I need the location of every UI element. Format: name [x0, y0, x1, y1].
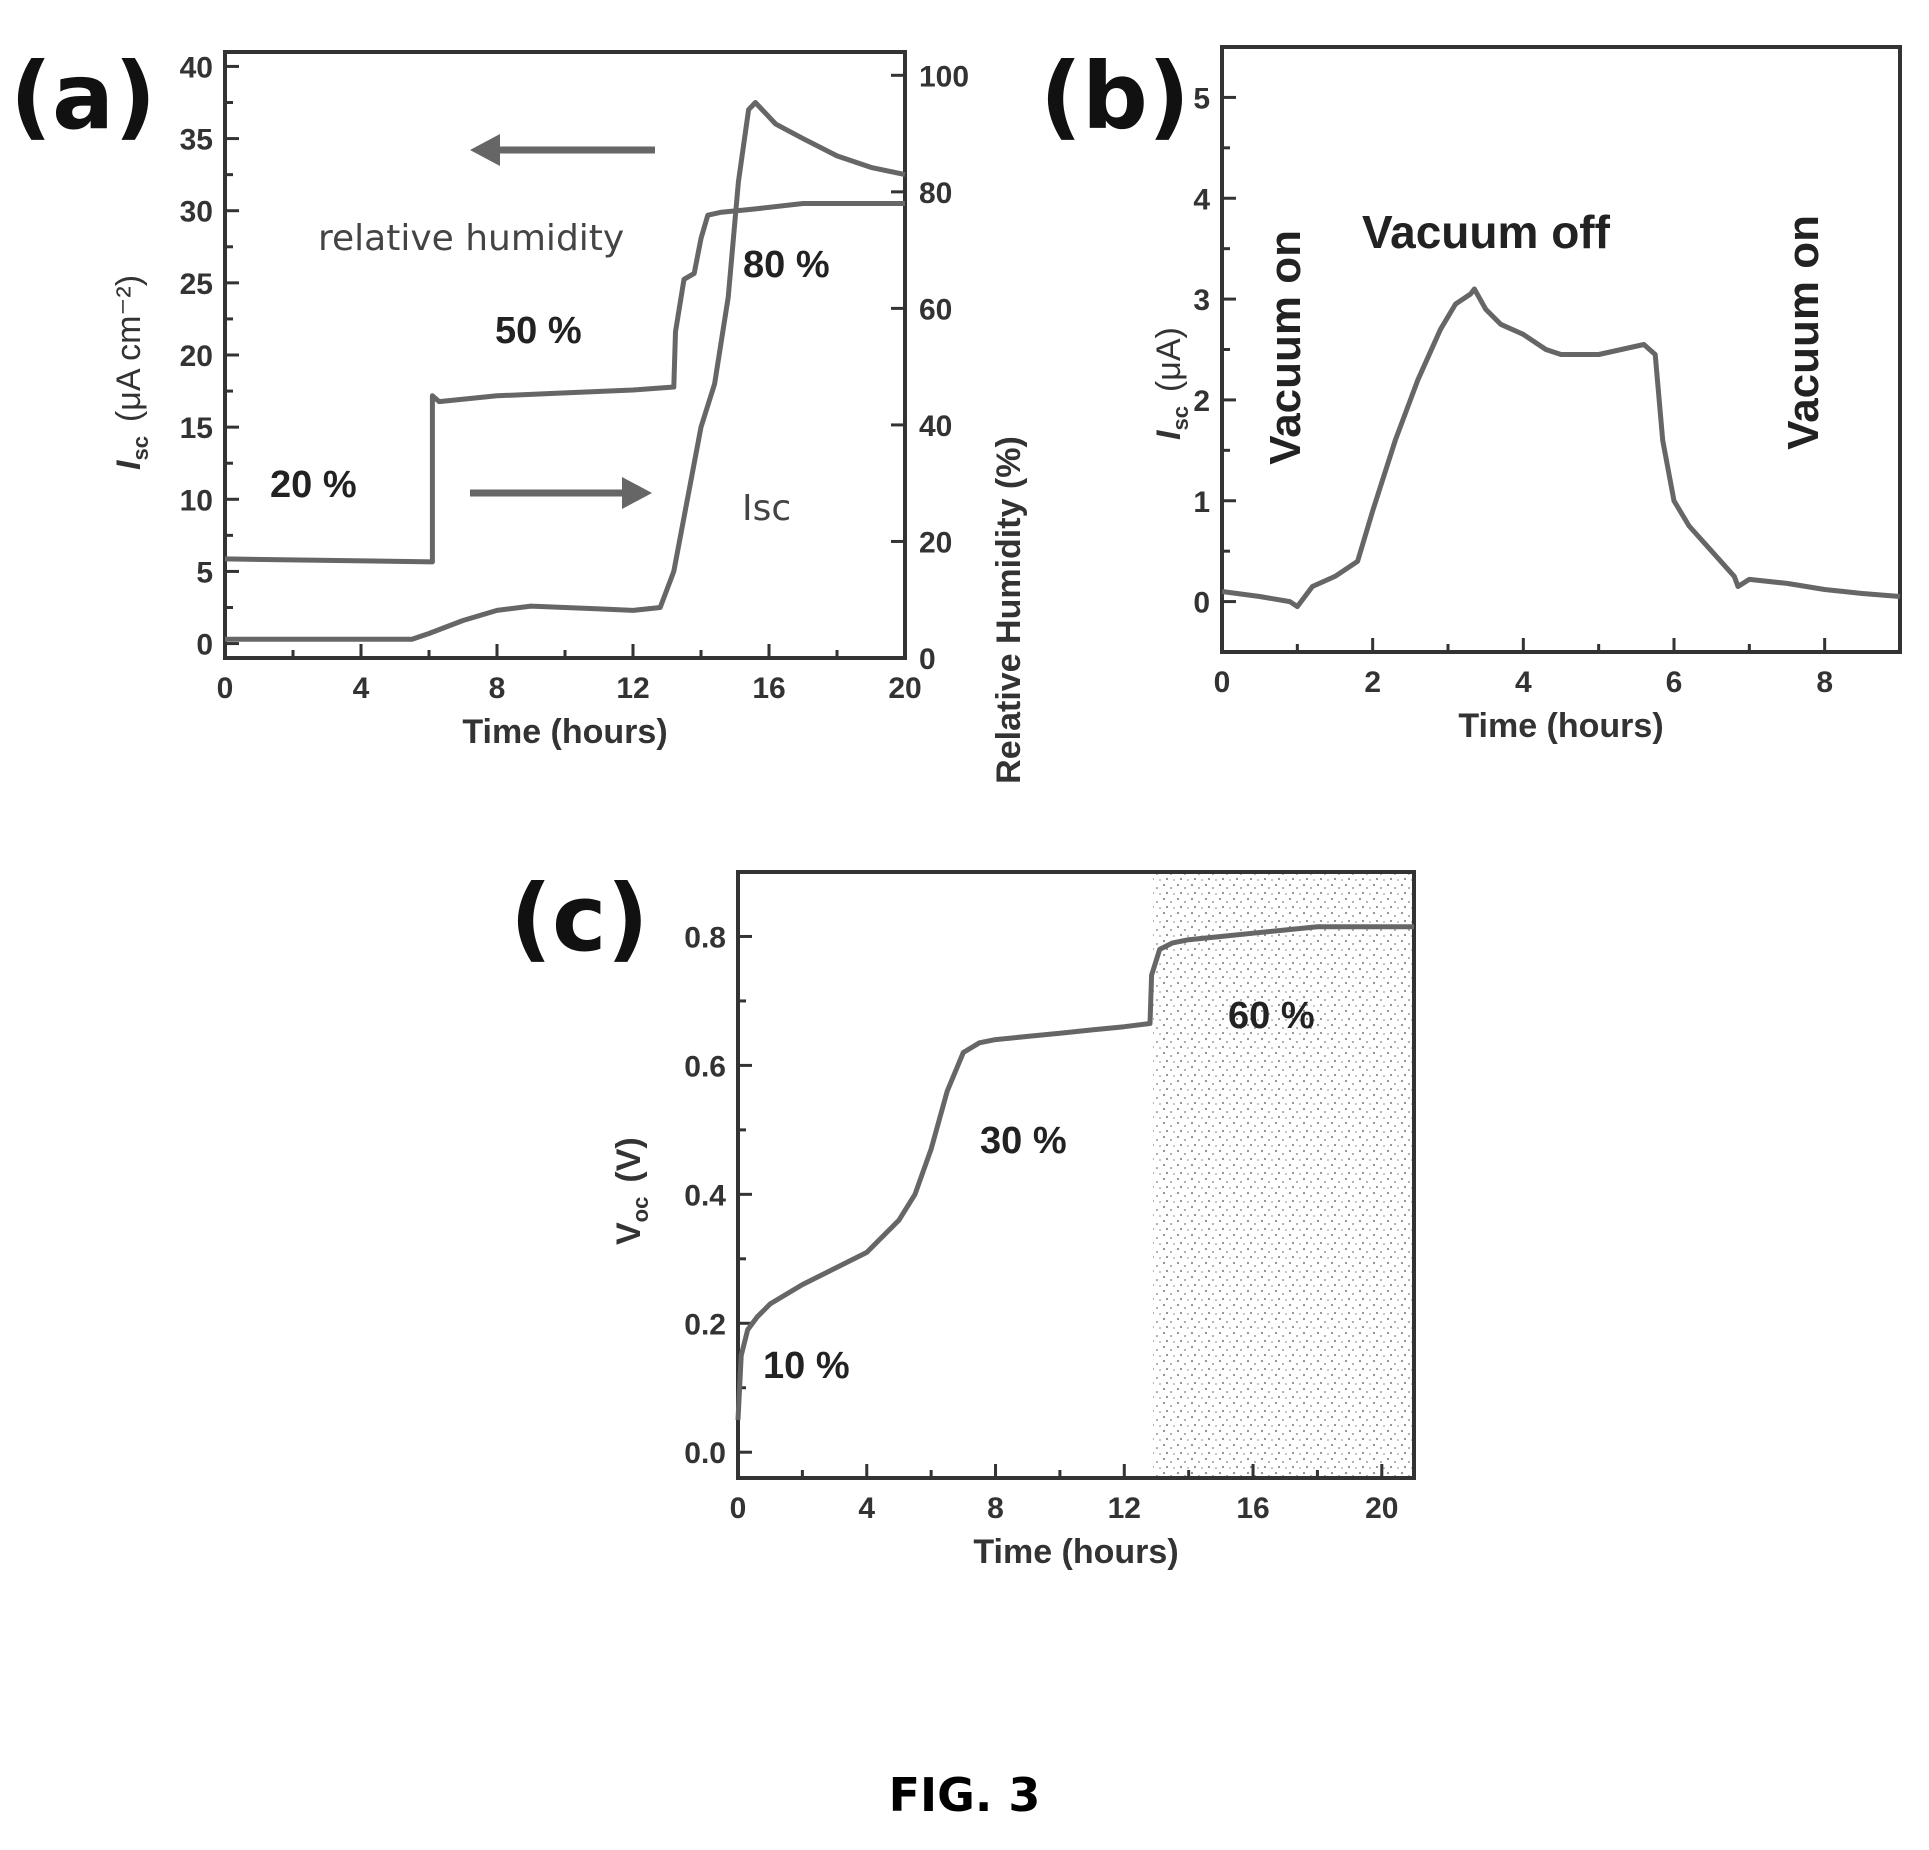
panel-b-chart: 0 2 4 6 8 0 1 2 3 4 5 Time (hours)	[1193, 45, 1902, 745]
x-tick-label: 16	[752, 672, 785, 705]
x-tick-label: 0	[1214, 666, 1231, 699]
annotation-vacuum-off: Vacuum off	[1362, 206, 1611, 258]
y-tick-label: 4	[1193, 183, 1210, 216]
x-tick-label: 0	[730, 1492, 747, 1525]
y-tick-label: 35	[180, 124, 213, 157]
panel-c-y-unit: (V)	[610, 1137, 648, 1182]
panel-b-y-main: I	[1150, 429, 1188, 440]
right-arrow-head-icon	[622, 477, 652, 509]
y-tick-label: 0	[196, 629, 213, 662]
x-tick-label: 20	[1365, 1492, 1398, 1525]
x-axis-title: Time (hours)	[1458, 707, 1663, 745]
y2-tick-label: 40	[919, 410, 952, 443]
panel-a-annotations: relative humidity 50 % 20 % 80 % Isc	[270, 134, 830, 529]
y-tick-label: 5	[196, 556, 213, 589]
x-tick-label: 8	[1816, 666, 1833, 699]
y-tick-label: 0.6	[684, 1050, 726, 1083]
shaded-region	[1153, 872, 1414, 1478]
x-tick-label: 4	[1515, 666, 1532, 699]
panel-c-chart: 0 4 8 12 16 20 0.0 0.2 0.4 0.6 0.8 Time (hours)	[684, 870, 1416, 1571]
panel-b-y-unit: (μA)	[1150, 327, 1188, 392]
panel-c-y-axis-title: Voc (V)	[610, 1137, 653, 1245]
x-tick-label: 4	[858, 1492, 875, 1525]
annotation-60-percent: 60 %	[1228, 995, 1315, 1037]
annotation-vacuum-on-right: Vacuum on	[1779, 215, 1828, 450]
x-tick-label: 6	[1666, 666, 1683, 699]
left-arrow-head-icon	[470, 134, 500, 166]
annotation-vacuum-on-left: Vacuum on	[1261, 230, 1310, 465]
y-tick-label: 0.2	[684, 1308, 726, 1341]
y-tick-label: 0.4	[684, 1179, 726, 1212]
series-line-1	[1221, 286, 1901, 610]
panel-b-y-axis-title: Isc (μA)	[1150, 327, 1193, 440]
annotation-relative-humidity: relative humidity	[318, 218, 624, 259]
panel-a-y-sub: sc	[128, 436, 153, 460]
y-tick-label: 15	[180, 412, 213, 445]
x-tick-label: 20	[888, 672, 921, 705]
series-line-isc	[225, 100, 906, 642]
x-axis-title: Time (hours)	[462, 713, 667, 751]
panel-a-letter: (a)	[10, 43, 156, 150]
y2-tick-label: 100	[919, 60, 969, 93]
panel-c-letter: (c)	[510, 865, 649, 972]
x-tick-label: 16	[1236, 1492, 1269, 1525]
y-tick-label: 0	[1193, 587, 1210, 620]
y-tick-label: 25	[180, 268, 213, 301]
series-line-relative-humidity	[224, 201, 905, 565]
x-tick-label: 4	[353, 672, 370, 705]
annotation-10-percent: 10 %	[763, 1345, 850, 1387]
panel-a-y-axis-title: Isc (μA cm⁻²)	[110, 275, 153, 470]
x-axis-title: Time (hours)	[973, 1533, 1178, 1571]
annotation-isc: Isc	[742, 488, 791, 529]
panel-b-annotations: Vacuum on Vacuum off Vacuum on	[1261, 206, 1828, 465]
y-tick-label: 20	[180, 340, 213, 373]
y-tick-label: 0.8	[684, 921, 726, 954]
x-tick-label: 12	[1108, 1492, 1141, 1525]
series-line-1	[735, 924, 1414, 1421]
x-tick-label: 2	[1364, 666, 1381, 699]
y2-tick-label: 60	[919, 293, 952, 326]
y-tick-label: 3	[1193, 284, 1210, 317]
panel-b-y-sub: sc	[1168, 406, 1193, 430]
y-tick-label: 0.0	[684, 1437, 726, 1470]
y-tick-label: 5	[1193, 82, 1210, 115]
figure-caption: FIG. 3	[888, 1768, 1041, 1822]
y-tick-label: 1	[1193, 486, 1210, 519]
x-tick-label: 8	[987, 1492, 1004, 1525]
annotation-80-percent: 80 %	[743, 244, 830, 286]
y-tick-label: 2	[1193, 385, 1210, 418]
x-tick-label: 8	[489, 672, 506, 705]
panel-b-letter: (b)	[1040, 43, 1190, 150]
panel-a-y-main: I	[110, 459, 148, 470]
annotation-30-percent: 30 %	[980, 1120, 1067, 1162]
y2-tick-label: 80	[919, 177, 952, 210]
y-tick-label: 10	[180, 484, 213, 517]
annotation-50-percent: 50 %	[495, 310, 582, 352]
panel-a-y-unit: (μA cm⁻²)	[110, 275, 148, 422]
y-tick-label: 40	[180, 51, 213, 84]
plot-frame	[736, 870, 1416, 1480]
panel-c-y-main: V	[610, 1222, 648, 1245]
panel-c-annotations: 10 % 30 % 60 %	[763, 995, 1315, 1387]
panel-a-y2-axis-title: Relative Humidity (%)	[990, 436, 1028, 784]
panel-c-y-sub: oc	[628, 1197, 653, 1223]
y2-tick-label: 0	[919, 643, 936, 676]
x-tick-label: 12	[616, 672, 649, 705]
plot-frame	[223, 50, 907, 660]
y-tick-label: 30	[180, 196, 213, 229]
annotation-20-percent: 20 %	[270, 464, 357, 506]
x-tick-label: 0	[217, 672, 234, 705]
panel-a-chart: 0 4 8 12 16 200510152025303540020406080100Tim…	[180, 50, 969, 751]
y2-tick-label: 20	[919, 526, 952, 559]
